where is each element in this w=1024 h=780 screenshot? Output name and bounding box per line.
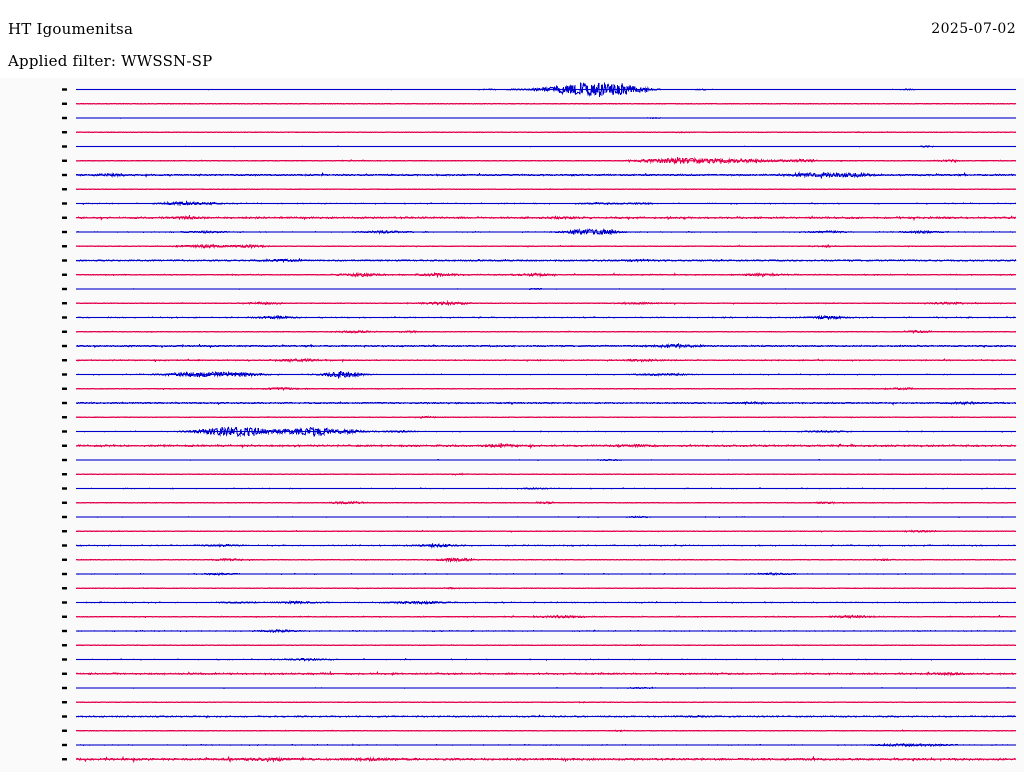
applied-filter-label: Applied filter: WWSSN-SP [8,52,213,70]
page-title: HT Igoumenitsa [8,20,134,38]
record-date: 2025-07-02 [931,21,1016,37]
helicorder-plot: 00:0000:3001:0001:3002:0002:3003:0003:30… [0,78,1024,772]
seismic-traces [0,78,1024,772]
